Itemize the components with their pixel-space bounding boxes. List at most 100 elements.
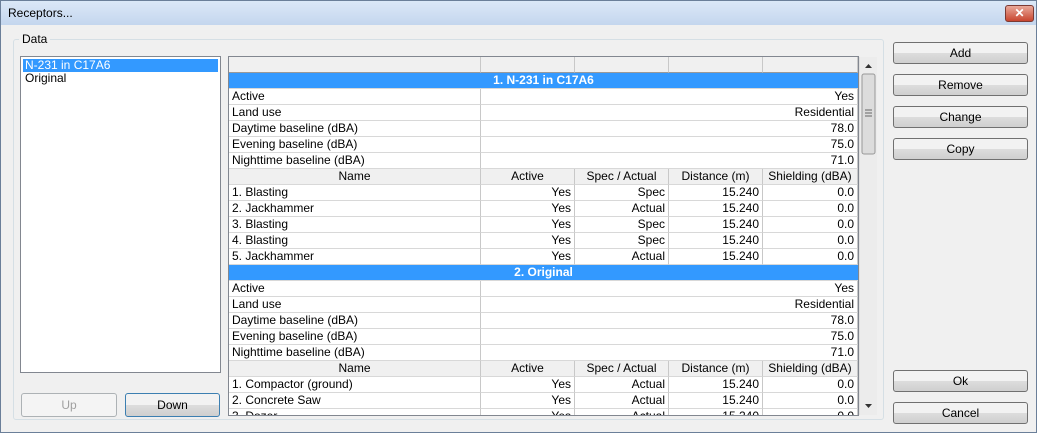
receptor-header[interactable]: 1. N-231 in C17A6 xyxy=(229,73,858,89)
list-item[interactable]: N-231 in C17A6 xyxy=(23,59,218,72)
source-cell[interactable]: 1. Compactor (ground) xyxy=(229,377,481,393)
source-column-header[interactable]: Shielding (dBA) xyxy=(763,169,858,185)
source-column-header[interactable]: Name xyxy=(229,169,481,185)
property-name[interactable]: Nighttime baseline (dBA) xyxy=(229,345,481,361)
column-header-blank xyxy=(481,57,575,73)
vertical-scrollbar[interactable] xyxy=(859,57,877,415)
group-box xyxy=(13,39,884,420)
source-cell[interactable]: 0.0 xyxy=(763,409,858,415)
source-cell[interactable]: Actual xyxy=(575,201,669,217)
column-header-blank xyxy=(229,57,481,73)
change-button[interactable]: Change xyxy=(893,106,1028,128)
property-name[interactable]: Evening baseline (dBA) xyxy=(229,137,481,153)
column-header-blank xyxy=(669,57,763,73)
source-cell[interactable]: Yes xyxy=(481,233,575,249)
source-cell[interactable]: 15.240 xyxy=(669,393,763,409)
source-cell[interactable]: Actual xyxy=(575,377,669,393)
property-name[interactable]: Land use xyxy=(229,105,481,121)
scroll-thumb[interactable] xyxy=(861,73,876,155)
source-cell[interactable]: 2. Concrete Saw xyxy=(229,393,481,409)
property-value[interactable]: 75.0 xyxy=(481,329,858,345)
group-label: Data xyxy=(19,32,51,46)
property-name[interactable]: Daytime baseline (dBA) xyxy=(229,313,481,329)
property-value[interactable]: Residential xyxy=(481,297,858,313)
source-cell[interactable]: 15.240 xyxy=(669,249,763,265)
receptor-list[interactable]: N-231 in C17A6 Original xyxy=(20,56,221,373)
receptor-header[interactable]: 2. Original xyxy=(229,265,858,281)
property-value[interactable]: Yes xyxy=(481,89,858,105)
copy-button[interactable]: Copy xyxy=(893,138,1028,160)
data-grid: 1. N-231 in C17A6 Active Yes Land use Reside… xyxy=(228,56,859,416)
source-cell[interactable]: 0.0 xyxy=(763,249,858,265)
scroll-up-arrow[interactable] xyxy=(865,64,872,68)
source-cell[interactable]: 15.240 xyxy=(669,377,763,393)
source-cell[interactable]: Actual xyxy=(575,409,669,415)
source-cell[interactable]: Actual xyxy=(575,249,669,265)
source-cell[interactable]: Yes xyxy=(481,185,575,201)
property-name[interactable]: Nighttime baseline (dBA) xyxy=(229,153,481,169)
source-cell[interactable]: 0.0 xyxy=(763,217,858,233)
source-cell[interactable]: 1. Blasting xyxy=(229,185,481,201)
property-value[interactable]: 75.0 xyxy=(481,137,858,153)
source-column-header[interactable]: Active xyxy=(481,361,575,377)
source-cell[interactable]: Spec xyxy=(575,217,669,233)
source-cell[interactable]: Yes xyxy=(481,409,575,415)
property-value[interactable]: 78.0 xyxy=(481,313,858,329)
source-column-header[interactable]: Distance (m) xyxy=(669,169,763,185)
source-cell[interactable]: 2. Jackhammer xyxy=(229,201,481,217)
close-button[interactable]: ✕ xyxy=(1005,5,1034,22)
source-cell[interactable]: 0.0 xyxy=(763,377,858,393)
property-value[interactable]: 71.0 xyxy=(481,345,858,361)
column-header-blank xyxy=(575,57,669,73)
source-column-header[interactable]: Spec / Actual xyxy=(575,361,669,377)
source-cell[interactable]: 15.240 xyxy=(669,409,763,415)
list-item[interactable]: Original xyxy=(25,71,67,85)
source-cell[interactable]: 0.0 xyxy=(763,185,858,201)
source-column-header[interactable]: Spec / Actual xyxy=(575,169,669,185)
source-column-header[interactable]: Distance (m) xyxy=(669,361,763,377)
property-name[interactable]: Active xyxy=(229,281,481,297)
add-button[interactable]: Add xyxy=(893,42,1028,64)
source-cell[interactable]: 0.0 xyxy=(763,233,858,249)
property-name[interactable]: Active xyxy=(229,89,481,105)
column-header-blank xyxy=(763,57,858,73)
property-value[interactable]: Yes xyxy=(481,281,858,297)
scroll-down-arrow[interactable] xyxy=(865,404,872,408)
source-cell[interactable]: Yes xyxy=(481,201,575,217)
remove-button[interactable]: Remove xyxy=(893,74,1028,96)
source-cell[interactable]: 5. Jackhammer xyxy=(229,249,481,265)
source-cell[interactable]: Yes xyxy=(481,377,575,393)
source-cell[interactable]: Yes xyxy=(481,217,575,233)
source-cell[interactable]: 15.240 xyxy=(669,217,763,233)
source-cell[interactable]: 0.0 xyxy=(763,201,858,217)
down-button[interactable]: Down xyxy=(125,393,220,417)
source-cell[interactable]: 3. Dozer xyxy=(229,409,481,415)
source-column-header[interactable]: Active xyxy=(481,169,575,185)
source-cell[interactable]: Spec xyxy=(575,233,669,249)
thumb-grip xyxy=(865,109,872,117)
property-value[interactable]: Residential xyxy=(481,105,858,121)
source-cell[interactable]: Actual xyxy=(575,393,669,409)
cancel-button[interactable]: Cancel xyxy=(893,402,1028,424)
source-cell[interactable]: 3. Blasting xyxy=(229,217,481,233)
source-cell[interactable]: Yes xyxy=(481,393,575,409)
source-column-header[interactable]: Name xyxy=(229,361,481,377)
up-button[interactable]: Up xyxy=(21,393,117,417)
source-cell[interactable]: 0.0 xyxy=(763,393,858,409)
property-value[interactable]: 78.0 xyxy=(481,121,858,137)
source-cell[interactable]: 15.240 xyxy=(669,233,763,249)
ok-button[interactable]: Ok xyxy=(893,370,1028,392)
source-column-header[interactable]: Shielding (dBA) xyxy=(763,361,858,377)
source-cell[interactable]: 15.240 xyxy=(669,201,763,217)
source-cell[interactable]: 4. Blasting xyxy=(229,233,481,249)
property-name[interactable]: Evening baseline (dBA) xyxy=(229,329,481,345)
property-name[interactable]: Land use xyxy=(229,297,481,313)
property-name[interactable]: Daytime baseline (dBA) xyxy=(229,121,481,137)
property-value[interactable]: 71.0 xyxy=(481,153,858,169)
source-cell[interactable]: Spec xyxy=(575,185,669,201)
window-title: Receptors... xyxy=(8,6,73,20)
source-cell[interactable]: Yes xyxy=(481,249,575,265)
title-bar: Receptors... ✕ xyxy=(1,1,1036,25)
source-cell[interactable]: 15.240 xyxy=(669,185,763,201)
